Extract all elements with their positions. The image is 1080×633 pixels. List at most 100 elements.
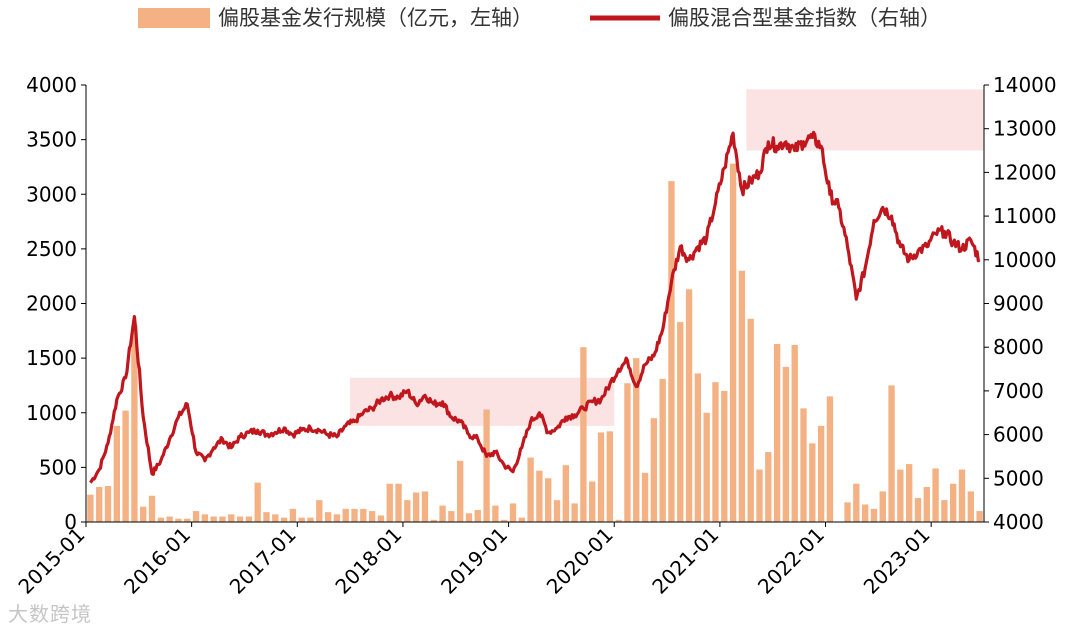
bar (527, 457, 534, 522)
bar (905, 464, 913, 522)
bar (615, 519, 622, 522)
bar (210, 516, 217, 522)
x-axis-tick-label: 2023-01 (859, 523, 935, 599)
bar (465, 513, 473, 522)
bar (272, 514, 279, 522)
bar (861, 504, 869, 522)
bar (888, 385, 895, 522)
bar (360, 508, 367, 522)
bar (941, 500, 948, 522)
bar (817, 425, 825, 522)
highlight-regions (350, 89, 984, 426)
legend-bar-swatch (138, 8, 210, 28)
bar (932, 468, 939, 522)
bar (897, 469, 904, 522)
left-axis-tick-label: 3000 (26, 182, 77, 206)
bar (765, 452, 772, 522)
bar (518, 517, 525, 522)
bar (501, 519, 508, 522)
right-axis-tick-label: 4000 (993, 510, 1044, 534)
bar (879, 491, 886, 522)
bar (624, 383, 631, 522)
bar (694, 373, 702, 522)
x-axis-tick-label: 2017-01 (225, 523, 301, 599)
bar (236, 516, 244, 522)
line-series (89, 130, 981, 484)
left-axis-tick-label: 500 (39, 455, 77, 479)
x-axis-tick-label: 2019-01 (436, 523, 512, 599)
right-axis-tick-label: 5000 (993, 466, 1044, 490)
bar (782, 366, 790, 522)
right-axis-tick-label: 14000 (993, 73, 1057, 97)
bar (342, 508, 349, 522)
right-axis-tick-label: 10000 (993, 248, 1057, 272)
watermark: 大数跨境 (8, 602, 92, 626)
bar-series (87, 163, 983, 522)
bar (439, 505, 446, 522)
bar (87, 494, 94, 522)
highlight-region-2 (746, 89, 984, 151)
bar (844, 502, 851, 522)
bar (166, 516, 173, 522)
bar (456, 460, 464, 522)
legend: 偏股基金发行规模（亿元，左轴） 偏股混合型基金指数（右轴） (138, 6, 941, 30)
bar (773, 343, 781, 522)
bar (685, 289, 693, 522)
bar (184, 518, 191, 522)
bar (430, 519, 437, 522)
bar (800, 408, 807, 522)
right-axis-tick-label: 7000 (993, 379, 1044, 403)
bar (553, 500, 561, 522)
bar (351, 508, 358, 522)
bar (280, 517, 288, 522)
bar (958, 469, 966, 522)
bar (368, 511, 376, 522)
bar (307, 517, 314, 522)
bar (192, 511, 200, 522)
bar (492, 505, 499, 522)
bar (122, 410, 129, 522)
bar (263, 512, 270, 522)
bar (641, 472, 649, 522)
bar (756, 469, 763, 522)
bar (562, 465, 569, 522)
bar (677, 322, 684, 522)
bar (404, 500, 411, 522)
bar (219, 516, 226, 522)
right-axis-tick-label: 12000 (993, 160, 1057, 184)
bar (747, 318, 754, 522)
left-axis-tick-label: 1000 (26, 401, 77, 425)
bar (633, 358, 640, 522)
bar (923, 487, 930, 522)
bar (245, 516, 253, 522)
bar (870, 508, 878, 522)
bar (140, 506, 147, 522)
bar (571, 503, 578, 522)
bar (113, 425, 120, 522)
bar (175, 518, 182, 522)
x-axis-tick-label: 2018-01 (330, 523, 406, 599)
bar (228, 514, 235, 522)
bar (597, 432, 605, 522)
bar (448, 511, 455, 522)
x-axis-tick-label: 2016-01 (119, 523, 195, 599)
bar (950, 483, 957, 522)
bar (721, 390, 728, 522)
left-axis-tick-label: 4000 (26, 73, 77, 97)
bar (703, 412, 710, 522)
bar (104, 485, 112, 522)
right-axis-tick-label: 6000 (993, 423, 1044, 447)
x-axis-tick-label: 2015-01 (13, 523, 89, 599)
bar (729, 163, 737, 522)
bar (333, 514, 341, 522)
legend-bar-label: 偏股基金发行规模（亿元，左轴） (218, 6, 533, 30)
left-axis-tick-label: 2500 (26, 237, 77, 261)
bar (386, 483, 393, 522)
bar (712, 382, 719, 522)
bar (96, 487, 103, 522)
bar (421, 491, 429, 522)
left-axis-tick-label: 2000 (26, 292, 77, 316)
bar (650, 418, 658, 522)
bar (914, 497, 922, 522)
bar (509, 503, 517, 522)
